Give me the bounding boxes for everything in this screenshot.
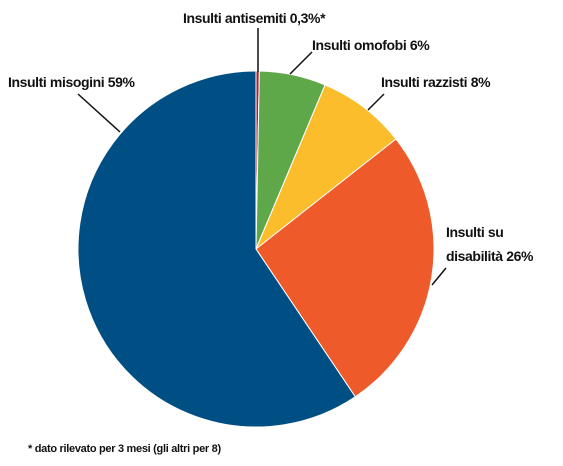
leader-line — [77, 93, 121, 133]
value-label: 0,3%* — [289, 10, 326, 26]
slice-label: Insulti misogini 59% — [8, 70, 135, 94]
category-label: Insulti su disabilità — [446, 224, 504, 264]
slice-label: Insulti antisemiti 0,3%* — [183, 6, 326, 30]
slice-label: Insulti omofobi 6% — [312, 33, 430, 57]
category-label: Insulti razzisti — [381, 74, 468, 90]
slices — [77, 70, 435, 428]
category-label: Insulti antisemiti — [183, 10, 287, 26]
value-label: 59% — [107, 74, 135, 90]
pie-slice — [254, 84, 397, 251]
value-label: 8% — [470, 74, 491, 90]
slice-label: Insulti razzisti 8% — [381, 70, 491, 94]
footnote: * dato rilevato per 3 mesi (gli altri pe… — [28, 443, 221, 455]
category-label: Insulti misogini — [8, 74, 105, 90]
leader-line — [367, 93, 385, 111]
pie-slice — [77, 70, 356, 428]
value-label: 26% — [506, 248, 534, 264]
leader-line — [289, 51, 313, 75]
category-label: Insulti omofobi — [312, 37, 407, 53]
value-label: 6% — [409, 37, 430, 53]
slice-label: Insulti su disabilità 26% — [446, 220, 558, 268]
pie-slice — [255, 138, 435, 398]
leader-line — [431, 267, 447, 286]
